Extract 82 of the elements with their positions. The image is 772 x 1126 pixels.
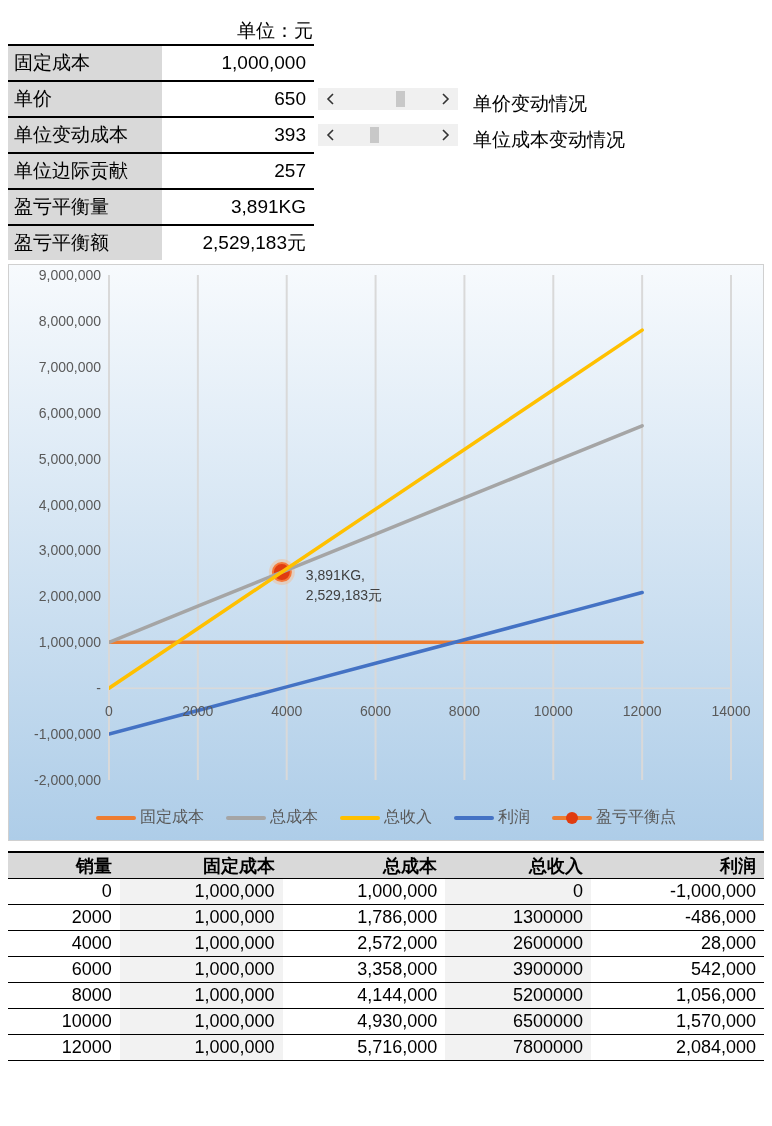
legend-label: 盈亏平衡点 xyxy=(596,807,676,827)
text: 单位边际贡献 xyxy=(8,154,162,188)
x-tick-label: 14000 xyxy=(711,703,751,720)
y-tick-label: 2,000,000 xyxy=(38,588,102,605)
y-tick-label: -1,000,000 xyxy=(34,726,102,743)
text: 总收入 xyxy=(529,855,584,876)
text: 3900000 xyxy=(445,956,592,983)
text: 393 xyxy=(273,124,307,146)
line-series xyxy=(109,424,644,645)
text: 1,000,000 xyxy=(119,904,283,931)
text: 1,000,000 xyxy=(119,956,283,983)
text: 1,000,000 xyxy=(119,930,283,957)
text: 28,000 xyxy=(591,930,764,957)
y-tick-label: 1,000,000 xyxy=(38,634,102,651)
text: -1,000,000 xyxy=(591,878,764,905)
x-tick-label: 0 xyxy=(105,703,114,720)
text: 1300000 xyxy=(445,904,592,931)
x-tick-label: 4000 xyxy=(271,703,303,720)
text: 1,786,000 xyxy=(282,904,446,931)
text: 10000 xyxy=(8,1008,120,1035)
text: 盈亏平衡量 xyxy=(8,190,162,224)
y-tick-label: -2,000,000 xyxy=(34,771,102,788)
line-series xyxy=(109,328,644,690)
text: 1,570,000 xyxy=(591,1008,764,1035)
legend-label: 固定成本 xyxy=(140,807,204,827)
text: 6500000 xyxy=(445,1008,592,1035)
text: 固定成本 xyxy=(8,46,162,80)
legend-label: 总成本 xyxy=(270,807,318,827)
text: 单位成本变动情况 xyxy=(473,128,625,152)
x-axis-title: 销量 xyxy=(8,852,120,879)
text: 2600000 xyxy=(445,930,592,957)
x-tick-label: 8000 xyxy=(448,703,481,720)
x-tick-label: 10000 xyxy=(533,703,573,720)
y-tick-label: - xyxy=(96,680,102,697)
y-tick-label: 6,000,000 xyxy=(38,404,102,421)
text: 单位变动成本 xyxy=(8,118,162,152)
text: 4,930,000 xyxy=(282,1008,446,1035)
legend-label: 利润 xyxy=(498,807,530,827)
text: -486,000 xyxy=(591,904,764,931)
text: 4000 xyxy=(8,930,120,957)
text: 1,000,000 xyxy=(119,1008,283,1035)
text: 1,000,000 xyxy=(220,52,307,74)
text: 固定成本 xyxy=(202,855,275,876)
text: 1,056,000 xyxy=(591,982,764,1009)
y-tick-label: 9,000,000 xyxy=(38,266,102,283)
text: 8000 xyxy=(8,982,120,1009)
text: 6000 xyxy=(8,956,120,983)
text: 650 xyxy=(273,88,307,110)
text: 4,144,000 xyxy=(282,982,446,1009)
text: 单位：元 xyxy=(236,19,314,43)
text: 单价变动情况 xyxy=(473,92,587,116)
text: 1,000,000 xyxy=(282,878,446,905)
text: 1,000,000 xyxy=(119,982,283,1009)
text: 5,716,000 xyxy=(282,1034,446,1061)
text: 盈亏平衡额 xyxy=(8,226,162,260)
y-tick-label: 7,000,000 xyxy=(38,358,102,375)
text: 总成本 xyxy=(383,855,438,876)
y-tick-label: 8,000,000 xyxy=(38,312,102,329)
text: 2,529,183元 xyxy=(201,231,307,255)
text: 12000 xyxy=(8,1034,120,1061)
text: 257 xyxy=(273,160,307,182)
y-tick-label: 4,000,000 xyxy=(38,496,102,513)
text: 利润 xyxy=(720,855,756,876)
text: 2000 xyxy=(8,904,120,931)
text: 0 xyxy=(8,878,120,905)
text: 542,000 xyxy=(591,956,764,983)
text: 1,000,000 xyxy=(119,1034,283,1061)
text: 5200000 xyxy=(445,982,592,1009)
text: 2,084,000 xyxy=(591,1034,764,1061)
legend-label: 总收入 xyxy=(384,807,432,827)
text: 2,572,000 xyxy=(282,930,446,957)
text: 0 xyxy=(445,878,592,905)
text: 单价 xyxy=(8,82,162,116)
text: 3,358,000 xyxy=(282,956,446,983)
x-tick-label: 6000 xyxy=(359,703,392,720)
text: 3,891KG xyxy=(230,196,307,218)
y-tick-label: 5,000,000 xyxy=(38,450,102,467)
data-label: 3,891KG, 2,529,183元 xyxy=(305,567,383,604)
x-tick-label: 12000 xyxy=(622,703,662,720)
text: 7800000 xyxy=(445,1034,592,1061)
text: 1,000,000 xyxy=(119,878,283,905)
y-tick-label: 3,000,000 xyxy=(38,542,102,559)
